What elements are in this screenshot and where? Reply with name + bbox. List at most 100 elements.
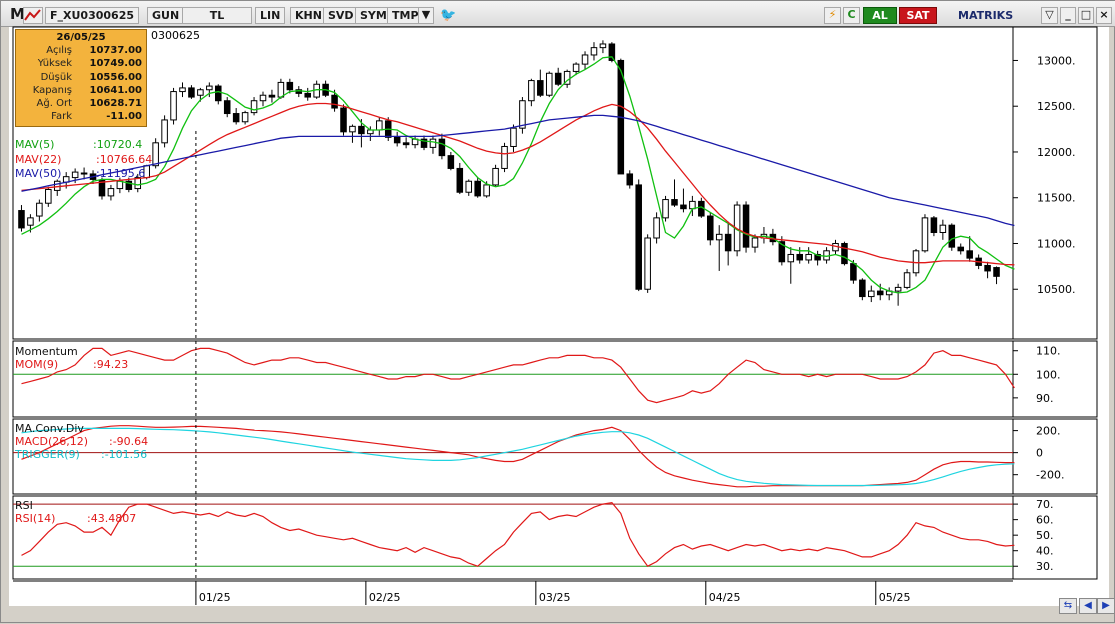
series-line [21, 347, 1015, 404]
x-tick-label: 02/25 [369, 591, 401, 604]
y-tick-label: 0 [1036, 447, 1043, 460]
candle-body [152, 142, 159, 167]
y-tick-label: 110. [1036, 345, 1061, 358]
macd-label: MACD(26,12) [15, 435, 89, 448]
mav50-value: :11195.6 [96, 167, 146, 180]
candle-body [814, 253, 821, 261]
candle-body [912, 250, 920, 274]
candle-body [259, 94, 267, 102]
chart-icon[interactable] [23, 7, 43, 24]
candle-body [286, 81, 294, 91]
y-tick-label: 50. [1036, 529, 1054, 542]
candle-body [787, 253, 795, 263]
candle-body [241, 112, 249, 123]
refresh-button[interactable]: C [843, 7, 860, 24]
candle-body [376, 120, 383, 131]
candle-body [438, 138, 446, 157]
candle-body [680, 204, 687, 210]
app-logo: M [10, 5, 25, 23]
x-tick-label: 05/25 [879, 591, 911, 604]
series-line [21, 102, 1015, 266]
symbol-field[interactable]: F_XU0300625 [45, 7, 140, 24]
y-tick-label: 60. [1036, 514, 1054, 527]
candle-body [188, 87, 195, 98]
candle-body [331, 94, 338, 109]
pane-frame [12, 340, 1098, 418]
ohlc-row: Açılış 10737.00 [46, 45, 142, 56]
tmp-button[interactable]: TMP [387, 7, 424, 24]
currency-button[interactable]: TL [182, 7, 252, 24]
candle-body [179, 87, 186, 93]
candle-body [18, 210, 25, 229]
candle-body [706, 215, 714, 241]
candle-body [232, 113, 240, 123]
candle-body [98, 179, 106, 197]
candle-body [206, 85, 213, 91]
svd-button[interactable]: SVD [323, 7, 359, 24]
series-line [21, 56, 1015, 294]
candle-body [859, 279, 866, 298]
candle-body [36, 202, 43, 217]
candle-body [671, 199, 678, 206]
candle-body [626, 173, 634, 186]
menu-icon[interactable]: ▽ [1041, 7, 1058, 24]
candle-body [751, 237, 759, 248]
candle-body [27, 217, 34, 226]
candle-body [161, 119, 168, 144]
candle-body [599, 43, 607, 49]
scroll-left-icon[interactable]: ◀ [1079, 598, 1097, 614]
candle-body [393, 136, 401, 144]
candle-body [984, 264, 991, 272]
minimize-icon[interactable]: _ [1060, 7, 1076, 24]
y-tick-label: 40. [1036, 545, 1054, 558]
sync-icon[interactable]: ⇆ [1059, 598, 1077, 614]
linear-scale-button[interactable]: LIN [255, 7, 286, 24]
macd-value: :-90.64 [109, 435, 149, 448]
candle-body [474, 180, 481, 197]
buy-button[interactable]: AL [863, 7, 897, 24]
candle-body [537, 80, 544, 96]
candle-body [572, 63, 580, 72]
ohlc-row: Kapanış 10641.00 [32, 84, 142, 96]
y-tick-label: 11500. [1037, 192, 1076, 205]
sym-button[interactable]: SYM [355, 7, 392, 24]
candle-body [492, 167, 499, 186]
candle-body [778, 241, 786, 263]
x-tick-label: 03/25 [539, 591, 571, 604]
symbol-fragment: 0300625 [151, 29, 200, 42]
candle-body [903, 272, 911, 288]
candle-body [53, 180, 61, 191]
maximize-icon[interactable]: □ [1078, 7, 1094, 24]
candle-body [107, 188, 115, 197]
series-line [21, 501, 1015, 567]
brand-logo: MATRIKS [958, 9, 1014, 22]
khn-button[interactable]: KHN [290, 7, 327, 24]
candle-body [250, 100, 258, 114]
candle-body [214, 85, 222, 102]
candle-body [930, 217, 938, 234]
scroll-right-icon[interactable]: ▶ [1097, 598, 1115, 614]
ohlc-date: 26/05/25 [56, 32, 106, 43]
x-tick-label: 01/25 [199, 591, 231, 604]
candle-body [268, 94, 276, 98]
candle-body [662, 199, 669, 219]
dropdown-arrow-icon[interactable]: ▼ [418, 7, 434, 24]
rsi-label: RSI(14) [15, 512, 56, 525]
candle-body [501, 145, 508, 169]
candle-body [528, 80, 535, 102]
candle-body [742, 204, 750, 248]
candle-body [80, 172, 88, 175]
close-icon[interactable]: × [1096, 7, 1112, 24]
lightning-icon[interactable]: ⚡ [824, 7, 841, 24]
twitter-icon[interactable]: 🐦 [440, 8, 457, 23]
y-tick-label: -200. [1036, 469, 1064, 482]
trigger-label: TRIGGER(9) [15, 448, 80, 461]
pane-frame [12, 495, 1098, 580]
y-tick-label: 200. [1036, 425, 1061, 438]
y-tick-label: 10500. [1037, 283, 1076, 296]
y-tick-label: 90. [1036, 392, 1054, 405]
sell-button[interactable]: SAT [899, 7, 937, 24]
candle-body [349, 125, 356, 133]
period-button[interactable]: GUN [147, 7, 185, 24]
